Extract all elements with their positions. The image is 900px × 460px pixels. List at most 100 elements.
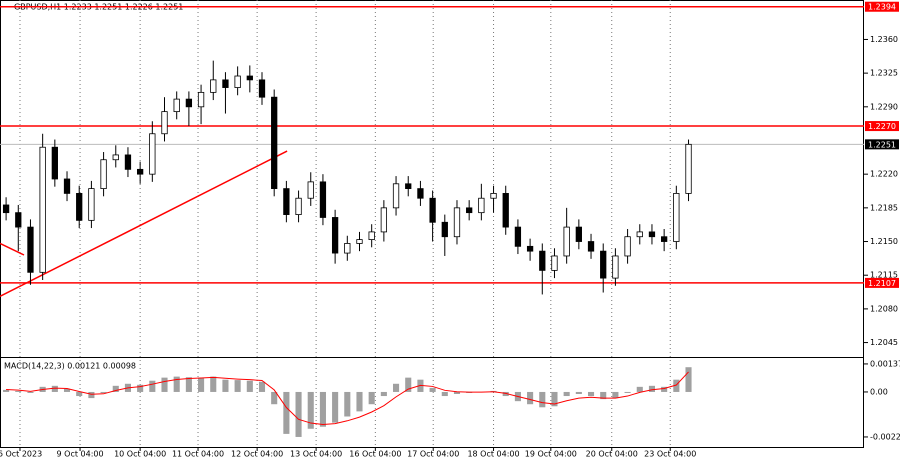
candle-body — [246, 75, 253, 81]
candle-body — [405, 183, 412, 190]
x-tick-label: 9 Oct 04:00 — [57, 450, 104, 459]
candle-body — [563, 226, 570, 257]
x-tick-label: 16 Oct 04:00 — [349, 450, 401, 459]
macd-bar — [648, 385, 656, 392]
candle-body — [490, 193, 497, 199]
y-tick-label: 1.2080 — [870, 304, 898, 313]
candle-body — [283, 188, 290, 215]
candle-body — [319, 181, 327, 218]
level-label: 1.2107 — [868, 279, 896, 288]
macd-bar — [307, 391, 314, 429]
macd-bar — [575, 391, 582, 394]
trendline — [0, 150, 288, 298]
candle-body — [344, 243, 351, 254]
candle-body — [356, 239, 363, 244]
candle-body — [539, 250, 546, 271]
macd-bar — [551, 391, 558, 407]
candle-body — [149, 133, 156, 175]
candle-body — [453, 207, 461, 238]
macd-bar — [368, 391, 375, 405]
candle-body — [124, 154, 132, 170]
x-tick-label: 18 Oct 04:00 — [467, 450, 519, 459]
macd-bar — [539, 391, 546, 408]
candle-body — [234, 75, 241, 88]
y-tick-label: -0.0022 — [870, 432, 900, 441]
candle-body — [197, 91, 205, 108]
macd-bar — [453, 391, 461, 394]
x-tick-label: 10 Oct 04:00 — [114, 450, 166, 459]
macd-bar — [441, 391, 448, 397]
macd-bar — [51, 385, 58, 392]
candle-body — [63, 178, 71, 194]
macd-bar — [636, 386, 643, 392]
y-tick-label: 1.2360 — [870, 35, 898, 44]
macd-bar — [685, 367, 692, 392]
macd-bar — [63, 388, 71, 392]
candle-body — [587, 241, 595, 252]
macd-bar — [624, 391, 631, 393]
candle-body — [136, 168, 144, 175]
macd-bar — [173, 376, 180, 392]
macd-bar — [332, 391, 339, 423]
y-tick-label: 1.2325 — [870, 69, 898, 78]
level-label-box — [865, 277, 899, 288]
candle-body — [2, 204, 10, 214]
macd-bar — [27, 391, 34, 393]
candle-body — [466, 207, 473, 214]
candle-body — [673, 193, 680, 242]
macd-bar — [356, 391, 363, 412]
macd-title: MACD(14,22,3) 0.00121 0.00098 — [4, 362, 136, 371]
level-label-box — [865, 121, 899, 132]
macd-bar — [222, 379, 229, 392]
y-tick-label: 1.2185 — [870, 203, 898, 212]
candle-body — [624, 236, 631, 257]
macd-bar — [380, 391, 387, 397]
macd-bar — [198, 377, 205, 392]
y-tick-label: 1.2220 — [870, 170, 898, 179]
macd-bar — [271, 391, 278, 405]
macd-bar — [600, 391, 607, 400]
candle-body — [112, 154, 119, 161]
candle-body — [661, 236, 668, 242]
macd-bar — [661, 386, 668, 392]
macd-bar — [527, 391, 534, 405]
macd-bar — [393, 383, 400, 392]
macd-bar — [210, 376, 217, 392]
macd-bar — [319, 391, 326, 427]
candle-body — [210, 79, 217, 93]
macd-bar — [295, 391, 302, 437]
y-tick-label: 1.2290 — [870, 102, 898, 111]
candle-body — [441, 221, 448, 238]
candle-body — [685, 143, 692, 194]
macd-bar — [502, 391, 509, 397]
macd-bar — [587, 391, 595, 397]
macd-bar — [15, 390, 22, 392]
y-tick-label: 1.2150 — [870, 237, 898, 246]
candle-body — [417, 188, 424, 199]
candle-body — [295, 197, 302, 215]
x-tick-label: 23 Oct 04:00 — [644, 450, 696, 459]
candle-body — [368, 231, 375, 241]
macd-bar — [563, 391, 570, 397]
candle-body — [478, 197, 485, 214]
macd-bar — [283, 391, 290, 434]
macd-signal — [6, 371, 689, 425]
macd-bar — [429, 387, 436, 392]
candle-body — [100, 159, 107, 190]
candle-body — [271, 96, 278, 190]
macd-bar — [612, 391, 619, 399]
candle-body — [551, 255, 558, 271]
y-tick-label: 1.2045 — [870, 338, 898, 347]
x-tick-label: 11 Oct 04:00 — [172, 450, 224, 459]
level-label: 1.2270 — [868, 122, 896, 131]
macd-bar — [344, 391, 351, 417]
candle-body — [429, 197, 436, 223]
frame — [0, 0, 864, 448]
candle-body — [392, 183, 400, 209]
candle-body — [331, 217, 339, 254]
macd-bar — [234, 380, 241, 392]
candle-body — [648, 231, 656, 238]
candle-body — [88, 188, 95, 221]
x-tick-label: 12 Oct 04:00 — [231, 450, 283, 459]
level-label: 1.2394 — [868, 3, 896, 12]
